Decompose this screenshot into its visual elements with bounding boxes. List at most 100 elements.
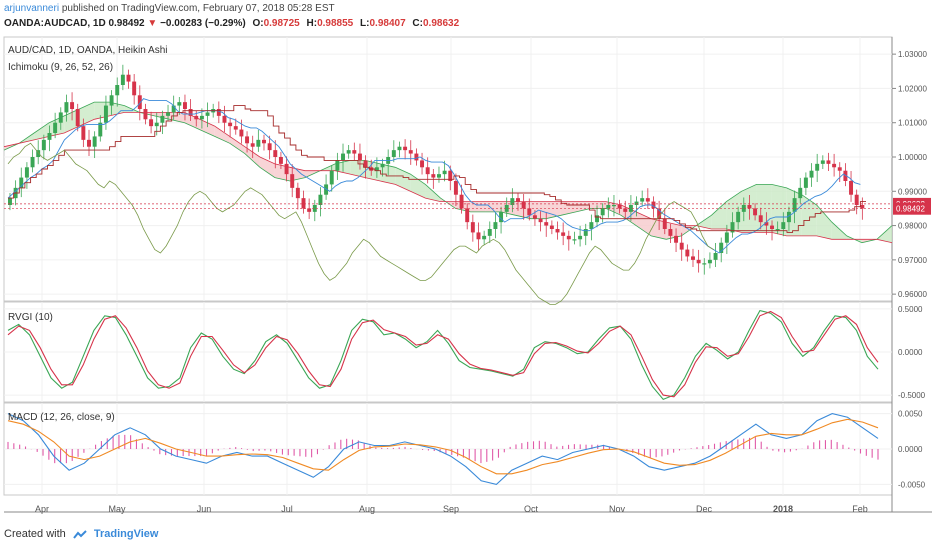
candle-body bbox=[132, 81, 137, 96]
kumo-segment bbox=[34, 122, 50, 140]
tradingview-brand[interactable]: TradingView bbox=[93, 528, 159, 540]
candle-body bbox=[239, 129, 244, 137]
chart-background bbox=[3, 36, 932, 513]
author-link[interactable]: arjunvanneri bbox=[4, 3, 60, 14]
y-tick-label: 0.0000 bbox=[898, 445, 923, 454]
senkou-span-a bbox=[3, 101, 893, 244]
main-pane-title: AUD/CAD, 1D, OANDA, Heikin Ashi bbox=[8, 45, 168, 56]
candle-body bbox=[662, 218, 667, 229]
candle-body bbox=[736, 211, 741, 223]
candle-body bbox=[171, 105, 176, 113]
candle-body bbox=[595, 215, 600, 223]
y-tick-label: 1.01000 bbox=[898, 119, 927, 128]
candle-body bbox=[228, 122, 233, 127]
candle-body bbox=[420, 160, 425, 168]
low-label: L: bbox=[360, 18, 370, 29]
x-tick-label: Apr bbox=[35, 504, 49, 514]
y-tick-label: 0.0050 bbox=[898, 410, 923, 419]
candle-body bbox=[194, 115, 199, 120]
candle-body bbox=[826, 160, 831, 164]
candle-body bbox=[578, 235, 583, 240]
candle-body bbox=[166, 112, 171, 116]
candle-body bbox=[707, 259, 712, 264]
candle-body bbox=[786, 211, 791, 223]
kumo-segment bbox=[831, 222, 847, 240]
candle-body bbox=[606, 205, 611, 209]
y-tick-label: 0.96000 bbox=[898, 290, 927, 299]
candle-body bbox=[798, 187, 803, 199]
candle-body bbox=[448, 170, 453, 181]
senkou-span-b bbox=[3, 112, 893, 244]
kumo-segment bbox=[214, 126, 230, 144]
candle-body bbox=[696, 259, 701, 264]
axes: Apr May Jun Jul Aug Sep Oct Nov Dec 2018 Feb 1.0300… bbox=[35, 50, 931, 514]
candle-body bbox=[182, 102, 187, 109]
candle-body bbox=[58, 112, 63, 123]
kumo-segment bbox=[350, 160, 366, 178]
candle-body bbox=[143, 109, 148, 120]
y-tick-label: 0.5000 bbox=[898, 305, 923, 314]
candle-body bbox=[809, 170, 814, 178]
candle-body bbox=[81, 126, 86, 140]
candle-body bbox=[634, 201, 639, 205]
x-tick-label: Dec bbox=[696, 504, 713, 514]
publish-text: published on TradingView.com, February 0… bbox=[61, 3, 335, 14]
candle-body bbox=[741, 205, 746, 212]
candle-body bbox=[645, 198, 650, 202]
x-tick-label: Nov bbox=[609, 504, 626, 514]
x-tick-label: 2018 bbox=[773, 504, 793, 514]
kumo-segment bbox=[199, 119, 215, 137]
kijun-sen-line bbox=[8, 105, 866, 233]
candle-body bbox=[849, 181, 854, 195]
x-tick-label: Sep bbox=[443, 504, 459, 514]
candle-body bbox=[295, 187, 300, 199]
kumo-segment bbox=[696, 215, 712, 229]
candle-body bbox=[470, 222, 475, 233]
candle-body bbox=[544, 222, 549, 226]
candle-body bbox=[611, 205, 616, 207]
kumo-segment bbox=[575, 201, 591, 212]
candle-body bbox=[482, 235, 487, 240]
candle-body bbox=[702, 263, 707, 265]
candle-body bbox=[75, 109, 80, 127]
kumo-segment bbox=[711, 201, 727, 229]
candle-body bbox=[504, 205, 509, 212]
candle-body bbox=[115, 85, 120, 96]
x-tick-label: Aug bbox=[359, 504, 375, 514]
candle-body bbox=[414, 153, 419, 161]
candle-body bbox=[747, 205, 752, 209]
candle-body bbox=[126, 74, 131, 82]
y-tick-label: -0.5000 bbox=[898, 391, 926, 400]
y-tick-label: 0.0000 bbox=[898, 348, 923, 357]
candle-body bbox=[499, 211, 504, 223]
price-label-box bbox=[893, 202, 931, 215]
candle-body bbox=[487, 229, 492, 236]
candle-body bbox=[341, 153, 345, 161]
kumo-segment bbox=[229, 136, 245, 154]
y-tick-label: 1.02000 bbox=[898, 84, 927, 93]
candle-body bbox=[92, 136, 97, 147]
candle-body bbox=[120, 74, 125, 85]
candle-body bbox=[589, 222, 594, 229]
candle-body bbox=[770, 225, 774, 229]
candle-body bbox=[617, 205, 622, 209]
candle-body bbox=[640, 198, 645, 202]
candle-body bbox=[516, 198, 520, 202]
candle-body bbox=[555, 229, 560, 233]
candle-body bbox=[532, 215, 537, 219]
candle-body bbox=[245, 136, 250, 144]
candle-body bbox=[510, 198, 515, 205]
candle-body bbox=[860, 205, 865, 209]
candle-body bbox=[284, 163, 289, 175]
candle-body bbox=[397, 146, 402, 151]
macd-signal-line bbox=[7, 418, 879, 475]
candle-body bbox=[278, 157, 283, 164]
macd-line bbox=[7, 413, 879, 486]
candle-body bbox=[318, 194, 323, 205]
candle-body bbox=[363, 160, 368, 168]
candle-body bbox=[476, 232, 481, 240]
candle-body bbox=[346, 150, 351, 154]
kumo-segment bbox=[259, 157, 275, 178]
candle-body bbox=[301, 198, 306, 209]
